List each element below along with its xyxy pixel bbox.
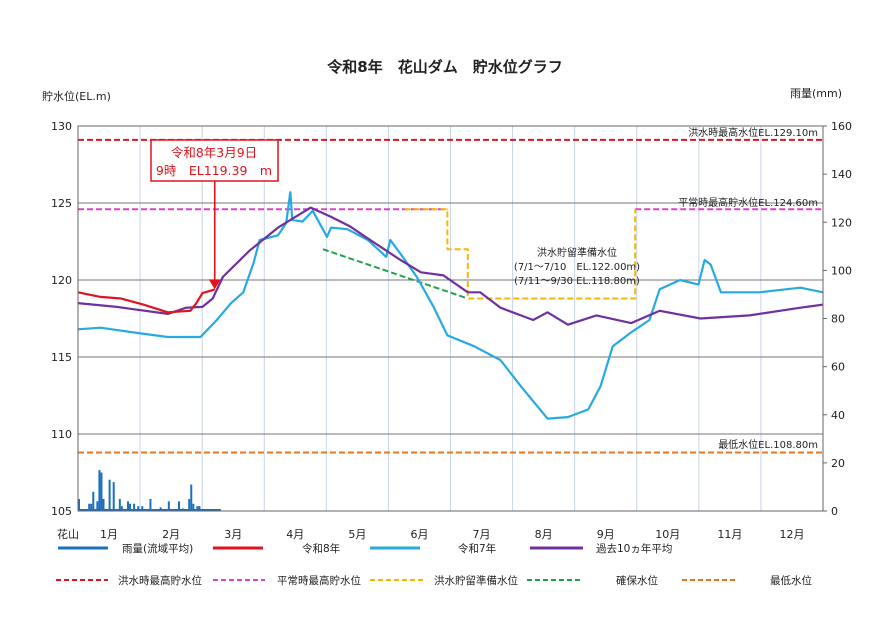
legend-label-secure: 確保水位 [616, 574, 658, 587]
right-tick-label: 60 [831, 361, 845, 374]
rain-bar [96, 501, 99, 511]
rain-bar [137, 506, 140, 511]
x-prefix-label: 花山 [57, 528, 79, 541]
series-line-avg10 [77, 206, 824, 326]
rain-bar [192, 503, 195, 511]
series-line-r7 [77, 191, 824, 420]
x-tick-label: 11月 [717, 528, 742, 541]
x-tick-label: 5月 [348, 528, 366, 541]
right-tick-label: 20 [831, 457, 845, 470]
left-tick-label: 130 [51, 120, 72, 133]
legend-label-flood-max: 洪水時最高貯水位 [118, 574, 202, 587]
left-tick-label: 120 [51, 274, 72, 287]
rain-bar [118, 498, 121, 511]
rain-bar [129, 503, 132, 511]
normal-max-label: 平常時最高貯水位EL.124.60m [678, 196, 818, 209]
x-tick-label: 6月 [410, 528, 428, 541]
rain-bar [188, 498, 191, 511]
legend-label-avg10: 過去10ヵ年平均 [596, 542, 672, 555]
series-lines [77, 138, 824, 454]
rain-bar [102, 498, 105, 511]
rain-bar [92, 491, 95, 511]
legend: 雨量(流域平均) 令和8年 令和7年 過去10ヵ年平均 洪水時最高貯水位 平常時… [56, 542, 812, 587]
right-tick-label: 160 [831, 120, 852, 133]
x-tick-label: 3月 [224, 528, 242, 541]
right-tick-label: 140 [831, 168, 852, 181]
flood-prep-line1: (7/1～7/10 EL.122.00m) [514, 262, 640, 273]
rain-bar [141, 506, 144, 511]
annotation-arrowhead [208, 279, 221, 290]
flood-prep-line2: (7/11～9/30 EL.118.80m) [514, 276, 640, 287]
x-tick-label: 9月 [597, 528, 615, 541]
x-tick-label: 10月 [655, 528, 680, 541]
flood-prep-title: 洪水貯留準備水位 [537, 246, 617, 259]
rain-bar [120, 506, 123, 511]
annotation-box [150, 139, 279, 182]
rain-bar [196, 506, 199, 511]
right-tick-label: 100 [831, 264, 852, 277]
left-tick-label: 110 [51, 428, 72, 441]
flood-max-label: 洪水時最高水位EL.129.10m [688, 126, 818, 139]
rain-bar [149, 498, 152, 511]
rain-bar [108, 479, 111, 511]
left-axis-label: 貯水位(EL.m) [42, 89, 111, 103]
rain-bar [78, 498, 80, 511]
series-line-flood_prep [404, 208, 637, 300]
series-line-r8 [77, 288, 216, 314]
rain-bar [167, 501, 170, 511]
x-tick-label: 1月 [100, 528, 118, 541]
right-axis-label: 雨量(mm) [790, 87, 842, 100]
chart-title: 令和8年 花山ダム 貯水位グラフ [327, 58, 562, 76]
legend-label-r7: 令和7年 [458, 542, 496, 555]
left-tick-label: 125 [51, 197, 72, 210]
right-tick-label: 120 [831, 216, 852, 229]
x-tick-label: 12月 [779, 528, 804, 541]
legend-label-min: 最低水位 [770, 574, 812, 587]
x-tick-label: 7月 [473, 528, 491, 541]
rain-bar [88, 503, 91, 511]
current-level-annotation: 令和8年3月9日 9時 EL119.39 m [150, 139, 279, 290]
x-tick-label: 8月 [535, 528, 553, 541]
legend-label-normal-max: 平常時最高貯水位 [277, 574, 361, 587]
rain-bar [90, 503, 93, 511]
left-tick-label: 115 [51, 351, 72, 364]
right-tick-label: 40 [831, 409, 845, 422]
rain-bars [78, 470, 221, 511]
rain-bar [190, 484, 193, 511]
rain-bar [98, 470, 101, 511]
rain-bar [198, 506, 201, 511]
x-tick-label: 4月 [286, 528, 304, 541]
x-tick-label: 2月 [162, 528, 180, 541]
rain-bar [126, 501, 129, 511]
right-tick-label: 0 [831, 505, 838, 518]
rain-bar [100, 472, 103, 511]
min-level-label: 最低水位EL.108.80m [718, 438, 818, 451]
legend-label-rain: 雨量(流域平均) [122, 542, 193, 555]
legend-label-r8: 令和8年 [302, 542, 340, 555]
right-tick-label: 80 [831, 313, 845, 326]
legend-label-flood-prep: 洪水貯留準備水位 [434, 574, 518, 587]
rain-bar [178, 501, 181, 511]
left-tick-label: 105 [51, 505, 72, 518]
rain-bar [133, 503, 136, 511]
annotation-date: 令和8年3月9日 [171, 145, 257, 160]
annotation-value: 9時 EL119.39 m [156, 163, 272, 178]
x-axis-labels: 花山 1月 2月 3月 4月 5月 6月 7月 8月 9月 10月 11月 12月 [57, 528, 804, 541]
rain-bar [112, 482, 115, 511]
series-line-secure [322, 248, 469, 300]
axis-ticks: 105 110 115 120 125 130 0 20 40 60 80 100 120 140 160 [51, 120, 852, 518]
